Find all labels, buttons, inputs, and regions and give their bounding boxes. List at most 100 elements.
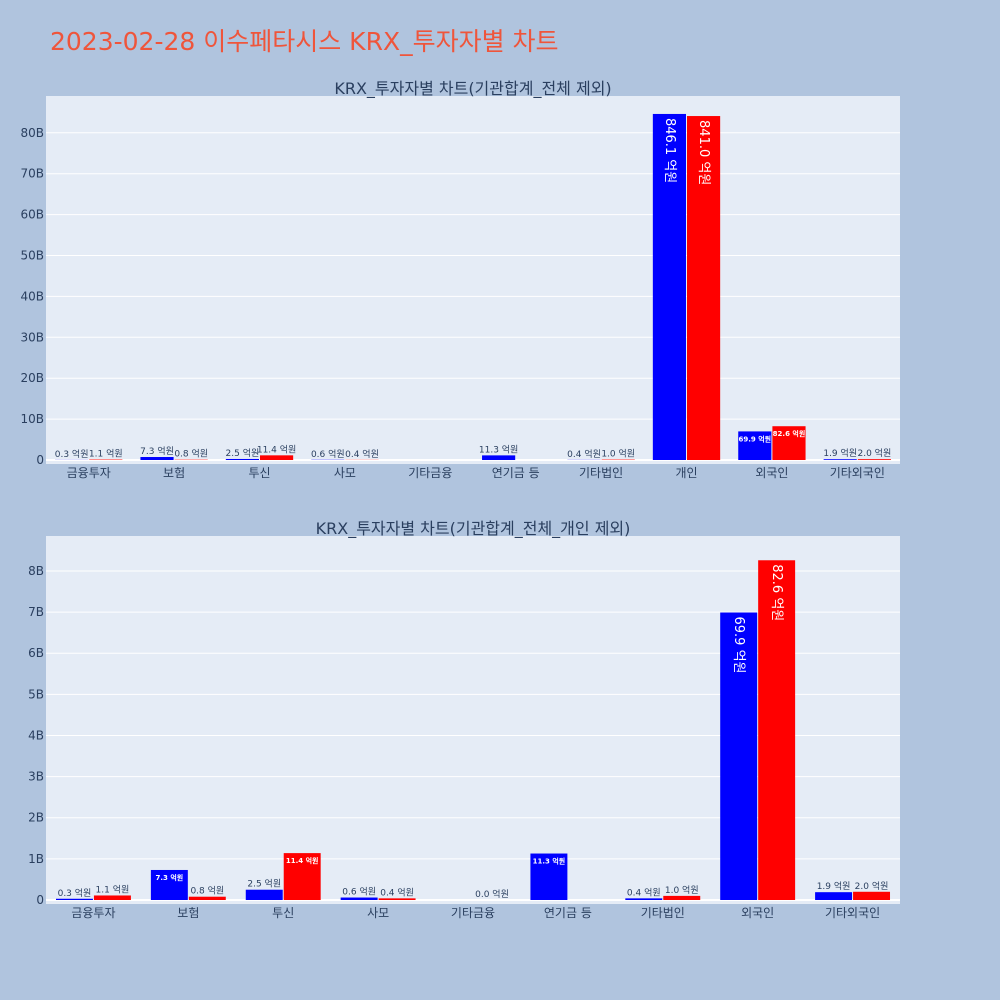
chart-1: 0 10B 20B 30B 40B 50B 60B 70B 80B 금융투자 0.3 억원 1.1 억… bbox=[20, 79, 900, 480]
bar bbox=[815, 892, 853, 900]
data-label: 1.0 억원 bbox=[665, 884, 699, 896]
bar bbox=[93, 895, 131, 900]
y-tick-label: 7B bbox=[28, 605, 44, 619]
data-label: 11.3 억원 bbox=[479, 443, 518, 455]
y-tick-label: 80B bbox=[20, 126, 44, 140]
bar bbox=[260, 455, 294, 460]
bar bbox=[625, 898, 663, 900]
y-tick-label: 10B bbox=[20, 412, 44, 426]
x-tick-label: 보험 bbox=[163, 466, 185, 480]
bar bbox=[720, 612, 758, 900]
y-tick-label: 20B bbox=[20, 371, 44, 385]
data-label: 1.1 억원 bbox=[96, 883, 130, 895]
x-tick-label: 보험 bbox=[177, 906, 199, 920]
page-title: 2023-02-28 이수페타시스 KRX_투자자별 차트 bbox=[50, 27, 559, 56]
data-label: 82.6 억원 bbox=[769, 564, 784, 621]
bar bbox=[652, 113, 686, 461]
data-label: 69.9 억원 bbox=[739, 434, 772, 443]
x-tick-label: 기타외국인 bbox=[830, 466, 885, 480]
x-tick-label: 외국인 bbox=[741, 906, 774, 920]
data-label: 2.0 억원 bbox=[858, 447, 892, 459]
y-tick-label: 3B bbox=[28, 770, 44, 784]
bar bbox=[823, 459, 857, 460]
x-tick-label: 기타외국인 bbox=[825, 906, 880, 920]
bar bbox=[140, 457, 174, 460]
bar bbox=[225, 458, 259, 460]
bar bbox=[245, 889, 283, 900]
data-label: 846.1 억원 bbox=[662, 118, 677, 183]
bar bbox=[857, 459, 891, 460]
chart-title: KRX_투자자별 차트(기관합계_전체 제외) bbox=[334, 79, 611, 99]
data-label: 2.0 억원 bbox=[855, 880, 889, 892]
data-label: 7.3 억원 bbox=[140, 445, 174, 457]
chart-title: KRX_투자자별 차트(기관합계_전체_개인 제외) bbox=[316, 519, 631, 539]
y-tick-label: 40B bbox=[20, 289, 44, 303]
data-label: 841.0 억원 bbox=[696, 120, 711, 185]
y-tick-label: 70B bbox=[20, 167, 44, 181]
bar bbox=[663, 895, 701, 900]
data-label: 0.4 억원 bbox=[345, 448, 379, 460]
data-label: 82.6 억원 bbox=[773, 429, 806, 438]
bar bbox=[482, 455, 516, 460]
data-label: 1.9 억원 bbox=[823, 447, 857, 459]
data-label: 2.5 억원 bbox=[226, 447, 260, 459]
x-tick-label: 연기금 등 bbox=[544, 906, 592, 920]
x-tick-label: 기타법인 bbox=[579, 466, 623, 480]
data-label: 11.3 억원 bbox=[533, 857, 566, 866]
data-label: 1.0 억원 bbox=[601, 448, 635, 460]
data-label: 69.9 억원 bbox=[731, 617, 746, 674]
y-tick-label: 1B bbox=[28, 852, 44, 866]
data-label: 0.3 억원 bbox=[58, 887, 92, 899]
bar bbox=[853, 891, 891, 900]
data-label: 11.4 억원 bbox=[286, 856, 319, 865]
bar bbox=[340, 897, 378, 900]
x-tick-label: 연기금 등 bbox=[492, 466, 540, 480]
bar bbox=[758, 560, 796, 900]
data-label: 0.8 억원 bbox=[174, 448, 208, 460]
y-tick-label: 50B bbox=[20, 249, 44, 263]
data-label: 11.4 억원 bbox=[257, 443, 296, 455]
data-label: 0.0 억원 bbox=[475, 888, 509, 900]
y-tick-label: 0 bbox=[36, 453, 44, 467]
bar bbox=[530, 853, 568, 900]
bar bbox=[55, 898, 93, 900]
x-tick-label: 금융투자 bbox=[71, 906, 115, 920]
data-label: 2.5 억원 bbox=[247, 878, 281, 890]
x-tick-label: 사모 bbox=[334, 466, 356, 480]
bar bbox=[283, 853, 321, 900]
x-tick-label: 외국인 bbox=[755, 466, 788, 480]
y-tick-label: 6B bbox=[28, 646, 44, 660]
y-tick-label: 0 bbox=[36, 893, 44, 907]
y-tick-label: 30B bbox=[20, 330, 44, 344]
bar bbox=[738, 431, 772, 460]
bar bbox=[150, 869, 188, 900]
plot-area bbox=[46, 536, 900, 904]
y-tick-label: 2B bbox=[28, 811, 44, 825]
x-tick-label: 기타법인 bbox=[641, 906, 685, 920]
data-label: 0.6 억원 bbox=[342, 886, 376, 898]
data-label: 0.4 억원 bbox=[627, 886, 661, 898]
y-tick-label: 4B bbox=[28, 728, 44, 742]
data-label: 0.6 억원 bbox=[311, 448, 345, 460]
x-tick-label: 투신 bbox=[272, 906, 294, 920]
x-tick-label: 기타금융 bbox=[451, 906, 495, 920]
data-label: 0.3 억원 bbox=[55, 448, 89, 460]
data-label: 0.4 억원 bbox=[567, 448, 601, 460]
plot-area bbox=[46, 96, 900, 464]
x-tick-label: 개인 bbox=[675, 466, 697, 480]
y-tick-label: 60B bbox=[20, 208, 44, 222]
x-tick-label: 투신 bbox=[248, 466, 270, 480]
data-label: 1.1 억원 bbox=[89, 448, 123, 460]
bar bbox=[188, 896, 226, 900]
x-tick-label: 금융투자 bbox=[67, 466, 111, 480]
data-label: 0.4 억원 bbox=[380, 886, 414, 898]
x-tick-label: 사모 bbox=[367, 906, 389, 920]
bar bbox=[378, 898, 416, 900]
data-label: 0.8 억원 bbox=[190, 885, 224, 897]
y-tick-label: 8B bbox=[28, 564, 44, 578]
bar bbox=[772, 426, 806, 460]
x-tick-label: 기타금융 bbox=[408, 466, 452, 480]
bar bbox=[687, 116, 721, 460]
